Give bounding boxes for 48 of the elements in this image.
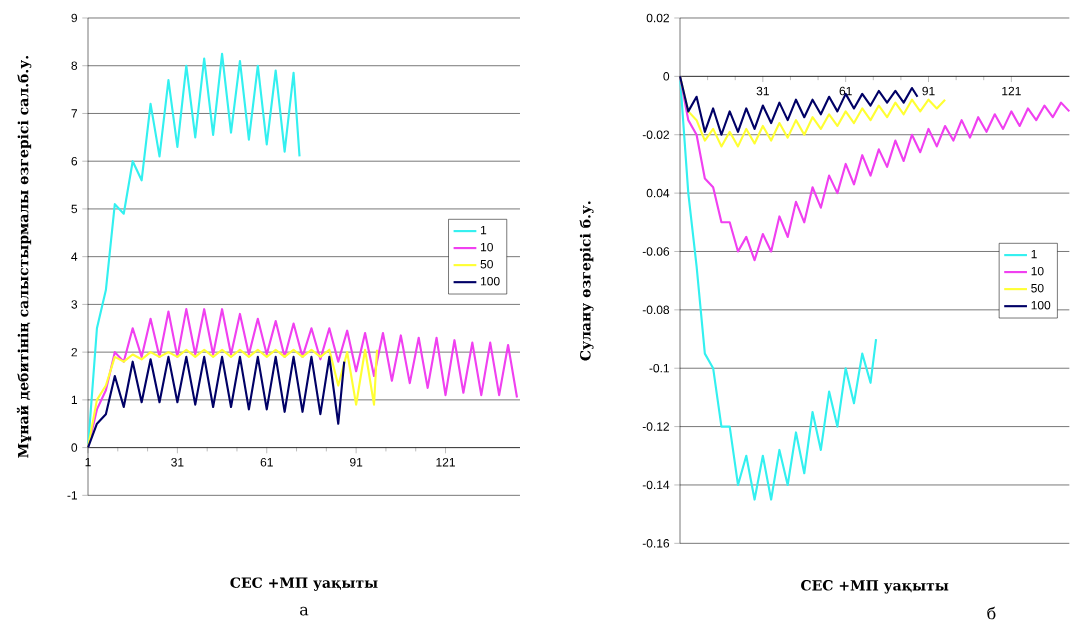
y-tick-label: -0.08 xyxy=(642,305,670,315)
y-tick-label: 0 xyxy=(663,72,670,81)
x-tick-label: 121 xyxy=(436,458,455,467)
legend-label: 1 xyxy=(481,225,487,235)
y-tick-label: 0.02 xyxy=(646,13,669,23)
y-tick-label: 2 xyxy=(71,347,77,357)
line-series xyxy=(86,348,379,449)
y-tick-label: 1 xyxy=(71,395,78,404)
y-tick-label: -0.14 xyxy=(642,480,670,490)
legend-label: 50 xyxy=(1031,283,1044,293)
y-tick-label: 6 xyxy=(71,156,78,166)
legend-label: 100 xyxy=(481,276,500,286)
line-series xyxy=(678,75,919,136)
legend-label: 10 xyxy=(1031,266,1044,276)
x-tick-label: 31 xyxy=(171,458,184,467)
x-tick-label: 1 xyxy=(85,458,91,467)
y-tick-label: -0.02 xyxy=(642,130,669,139)
y-axis-title: Мұнай дебитінің салыстырмалы өзгерісі сал.б.у. xyxy=(16,56,32,458)
x-axis-title: СЕС +МП уақыты xyxy=(801,580,949,594)
y-tick-label: 9 xyxy=(71,13,78,23)
legend-label: 1 xyxy=(1031,249,1037,259)
y-tick-label: 4 xyxy=(71,252,78,261)
y-tick-label: -0.06 xyxy=(642,247,670,256)
x-tick-label: 61 xyxy=(839,86,852,96)
x-tick-label: 91 xyxy=(350,458,363,467)
y-tick-label: 0.04 xyxy=(646,188,670,198)
y-tick-label: 5 xyxy=(71,204,78,214)
y-tick-label: 8 xyxy=(71,61,78,70)
y-tick-label: 3 xyxy=(71,300,78,309)
x-tick-label: 31 xyxy=(756,86,769,96)
text: а xyxy=(300,606,309,616)
legend-label: 10 xyxy=(481,242,493,252)
line-series xyxy=(86,355,346,449)
line-series xyxy=(86,52,301,449)
x-tick-label: 61 xyxy=(260,458,273,467)
x-axis-title: СЕС +МП уақыты xyxy=(230,577,378,591)
x-tick-label: 121 xyxy=(1002,86,1021,96)
y-tick-label: -0.12 xyxy=(642,422,669,431)
text: б xyxy=(987,606,996,620)
y-tick-label: 7 xyxy=(71,109,77,118)
legend-label: 100 xyxy=(1031,300,1051,310)
y-tick-label: 0 xyxy=(71,443,78,452)
y-tick-label: -0.1 xyxy=(649,363,670,373)
y-tick-label: -1 xyxy=(67,491,78,500)
legend-label: 50 xyxy=(480,259,493,269)
x-tick-label: 91 xyxy=(922,86,935,96)
y-tick-label: -0.16 xyxy=(642,539,670,548)
y-axis-title: Сулану өзгерісі б.у. xyxy=(579,201,594,361)
